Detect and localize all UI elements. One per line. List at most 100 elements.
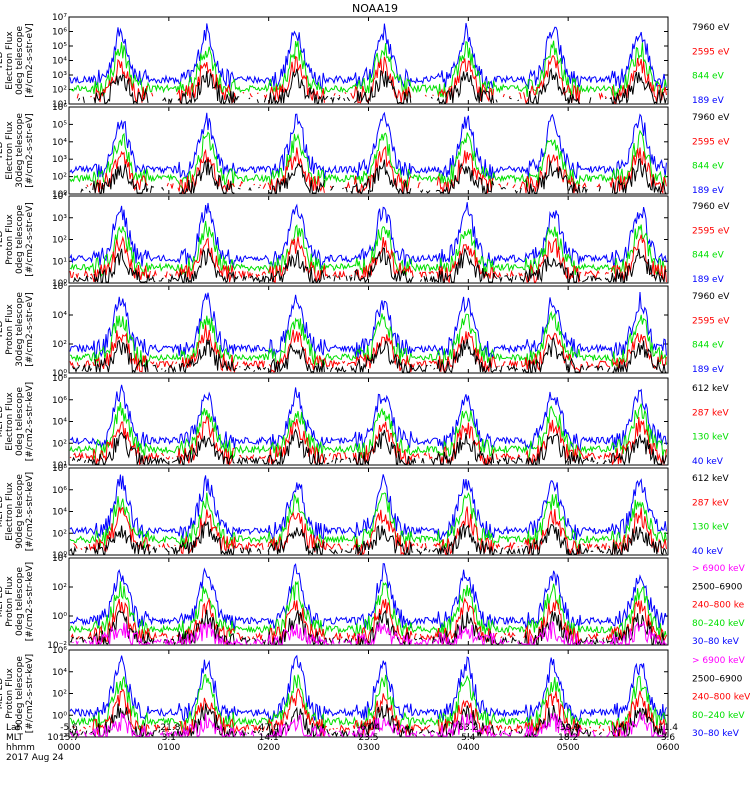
y-tick-label: 10⁵	[52, 120, 67, 130]
chart-title: NOAA19	[352, 2, 398, 15]
footer-hhmm-value: 0000	[58, 743, 81, 753]
y-tick-label: 10²	[52, 583, 67, 593]
legend-entry: 240–800 ke	[692, 601, 745, 611]
footer-hhmm-value: 0300	[357, 743, 380, 753]
series-group	[69, 291, 667, 373]
footer-hhmm-value: 0600	[657, 743, 680, 753]
panel-3: 10⁰ 10¹ 10² 10³ 10⁴ TEDProton Flux0deg telesc…	[0, 192, 730, 289]
series-group	[69, 654, 667, 737]
y-axis-label: MEPEDProton Flux90deg telescope[#/cm2-s-…	[0, 654, 35, 733]
legend-entry: > 6900 keV	[692, 564, 746, 574]
panel-7: 10⁻² 10⁰ 10² 10⁴ MEPEDProton Flux0deg telesc…	[0, 554, 746, 651]
y-tick-label: 10²	[52, 173, 67, 183]
legend: 7960 eV 2595 eV 844 eV 189 eV	[692, 23, 730, 106]
y-tick-label: 10²	[52, 439, 67, 449]
footer-hhmm-value: 0500	[557, 743, 580, 753]
y-tick-label: 10⁰	[52, 551, 67, 561]
series-green-trace	[69, 310, 667, 368]
y-axis-label: MEPEDElectron Flux90deg telescope[#/cm2-…	[0, 472, 35, 551]
footer-mlt-value: 18.2	[558, 733, 578, 743]
footer-lat-value: -39.9	[557, 723, 581, 733]
footer-lat-value: -21.8	[157, 723, 181, 733]
legend-entry: 2595 eV	[692, 226, 730, 236]
panel-6: 10⁰ 10² 10⁴ 10⁶ 10⁸ MEPEDElectron Flux90deg t…	[0, 464, 729, 561]
legend-entry: 844 eV	[692, 251, 725, 261]
legend: 7960 eV 2595 eV 844 eV 189 eV	[692, 202, 730, 285]
legend-entry: 240–800 keV	[692, 693, 750, 703]
footer-lat-value: 47.0	[259, 723, 279, 733]
panel-8: 10⁻² 10⁰ 10² 10⁴ 10⁶ MEPEDProton Flux90deg te…	[0, 646, 750, 743]
legend-entry: 189 eV	[692, 186, 725, 196]
series-green-trace	[69, 580, 667, 640]
legend-entry: 2595 eV	[692, 47, 730, 57]
y-tick-label: 10⁰	[52, 711, 67, 721]
footer-hhmm-value: 0200	[257, 743, 280, 753]
y-tick-label: 10⁴	[52, 418, 67, 428]
footer-lat-value: 11.4	[658, 723, 678, 733]
series-red-trace	[72, 687, 667, 737]
series-group	[69, 22, 667, 104]
legend-entry: 7960 eV	[692, 113, 730, 123]
panels-group: 10¹ 10² 10³ 10⁴ 10⁵ 10⁶ 10⁷ TEDElectron Flux0de…	[0, 13, 750, 743]
panel-2: 10⁰ 10² 10³ 10⁴ 10⁵ 10⁶ TEDElectron Flux30deg …	[0, 103, 730, 200]
y-tick-label: 10⁻²	[47, 641, 67, 651]
y-tick-label: 10⁴	[52, 668, 67, 678]
y-tick-label: 10⁰	[52, 279, 67, 289]
y-tick-label: 10⁶	[52, 646, 67, 656]
series-black-trace	[71, 336, 667, 373]
y-tick-label: 10⁶	[52, 396, 67, 406]
footer-mlt-value: 15.7	[59, 733, 79, 743]
series-black-trace	[73, 247, 667, 283]
y-tick-label: 10⁶	[52, 486, 67, 496]
series-black-trace	[80, 158, 667, 194]
legend-entry: 80–240 keV	[692, 711, 745, 721]
y-tick-label: 10³	[52, 71, 67, 81]
y-tick-label: 10²	[52, 529, 67, 539]
y-axis-label: TEDProton Flux30deg telescope[#/cm2-s-st…	[0, 292, 35, 367]
legend-entry: 2595 eV	[692, 137, 730, 147]
panel-frame	[68, 467, 669, 556]
y-tick-label: 10²	[52, 690, 67, 700]
series-blue-trace	[69, 654, 667, 724]
legend-entry: 844 eV	[692, 162, 725, 172]
legend-entry: 189 eV	[692, 96, 725, 106]
y-tick-label: 10²	[52, 340, 67, 350]
series-blue-trace	[69, 474, 667, 542]
legend-entry: 7960 eV	[692, 23, 730, 33]
legend-entry: 612 keV	[692, 384, 729, 394]
y-axis-label: TEDElectron Flux0deg telescope[#/cm2-s-s…	[0, 23, 35, 98]
legend-entry: 130 keV	[692, 523, 729, 533]
series-magenta-trace	[69, 711, 667, 737]
series-blue-trace	[69, 291, 667, 359]
series-black-trace	[69, 520, 667, 555]
legend-entry: 80–240 keV	[692, 619, 745, 629]
y-tick-label: 10⁷	[52, 13, 67, 23]
panel-5: 10¹ 10² 10⁴ 10⁶ 10⁸ MEPEDElectron Flux0deg te…	[0, 374, 729, 471]
y-tick-label: 10⁴	[52, 554, 67, 564]
footer-mlt-value: 14.1	[259, 733, 279, 743]
series-group	[69, 563, 667, 645]
series-blue-trace	[69, 111, 667, 180]
legend: 612 keV 287 keV 130 keV 40 keV	[692, 384, 729, 467]
legend-entry: 30–80 keV	[692, 729, 740, 739]
series-group	[69, 111, 667, 194]
y-tick-label: 10⁶	[52, 28, 67, 38]
legend-entry: 287 keV	[692, 498, 729, 508]
series-blue-trace	[69, 384, 667, 451]
series-black-trace	[71, 428, 667, 465]
legend-entry: 844 eV	[692, 341, 725, 351]
series-blue-trace	[69, 22, 667, 90]
legend-entry: 2500–6900	[692, 674, 743, 684]
legend-entry: 612 keV	[692, 474, 729, 484]
y-tick-label: 10⁶	[52, 103, 67, 113]
legend: 7960 eV 2595 eV 844 eV 189 eV	[692, 292, 730, 375]
footer-row-label: hhmm	[6, 743, 35, 753]
y-tick-label: 10⁵	[52, 42, 67, 52]
footer-mlt-value: 5.4	[461, 733, 476, 743]
y-axis-label: MEPEDElectron Flux0deg telescope[#/cm2-s…	[0, 382, 35, 461]
y-tick-label: 10³	[52, 214, 67, 224]
legend-entry: 2595 eV	[692, 316, 730, 326]
y-tick-label: 10⁶	[52, 282, 67, 292]
